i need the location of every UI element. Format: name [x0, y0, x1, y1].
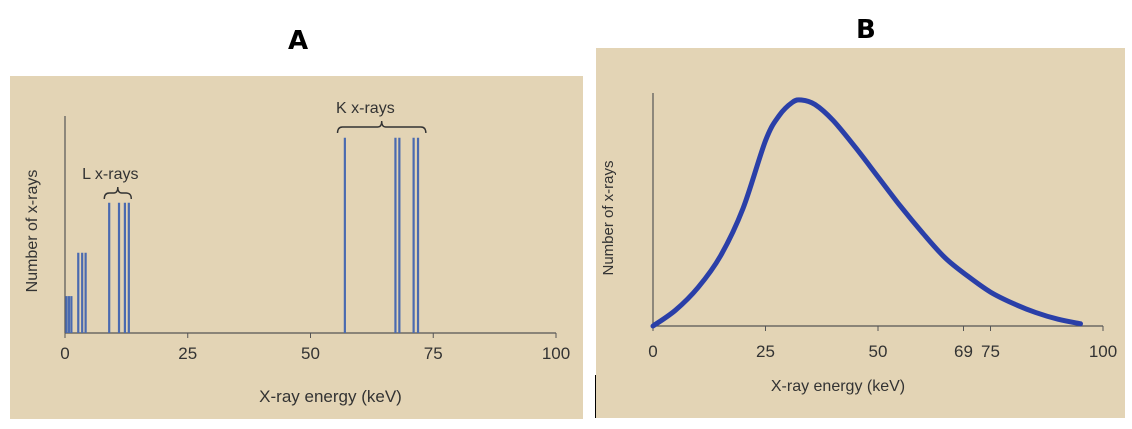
- x-tick-label-0: 0: [648, 342, 657, 361]
- x-axis-title: X-ray energy (keV): [259, 387, 402, 406]
- l-xrays-brace: [103, 186, 132, 200]
- x-tick-label-1: 25: [178, 344, 197, 363]
- spectrum-curve: [650, 97, 1083, 329]
- panel-divider: [595, 375, 596, 418]
- x-tick-label-4: 75: [981, 342, 1000, 361]
- l-xrays-label: L x-rays: [82, 166, 138, 183]
- panel-b-letter: B: [856, 15, 876, 45]
- x-tick-label-3: 75: [424, 344, 443, 363]
- x-axis-title: X-ray energy (keV): [771, 378, 905, 395]
- x-tick-label-4: 100: [542, 344, 570, 363]
- y-axis-title: Number of x-rays: [24, 170, 41, 293]
- x-tick-label-1: 25: [756, 342, 775, 361]
- x-tick-label-5: 100: [1089, 342, 1117, 361]
- chart-panel-a: 0 25 50 75 100 L x-rays K x-rays X-ray energy (…: [10, 76, 583, 419]
- chart-b-svg: 0 25 50 69 75 100 X-ray energy (keV) Number of …: [600, 93, 1117, 395]
- chart-a-svg: 0 25 50 75 100 L x-rays K x-rays X-ray energy (…: [24, 100, 570, 406]
- k-xrays-brace: [336, 120, 427, 134]
- k-xrays-label: K x-rays: [336, 100, 395, 117]
- x-tick-label-2: 50: [301, 344, 320, 363]
- x-tick-label-0: 0: [60, 344, 69, 363]
- y-axis-title: Number of x-rays: [600, 160, 617, 275]
- x-tick-label-3: 69: [954, 342, 973, 361]
- x-tick-label-2: 50: [869, 342, 888, 361]
- chart-panel-b: 0 25 50 69 75 100 X-ray energy (keV) Number of …: [596, 48, 1125, 418]
- panel-a-letter: A: [288, 26, 309, 56]
